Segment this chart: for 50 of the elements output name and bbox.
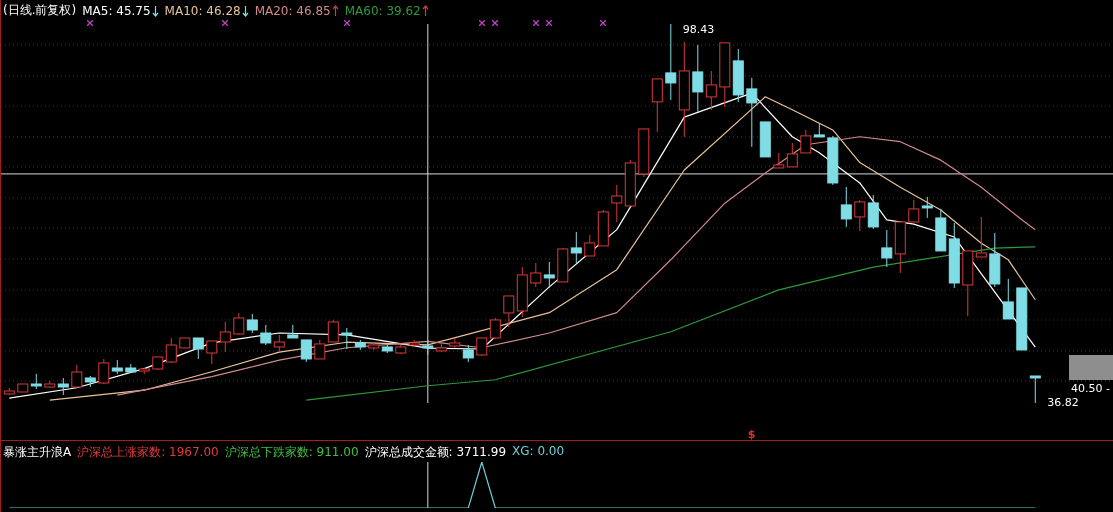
annotation: 98.43: [682, 23, 715, 36]
candlestick: [570, 231, 582, 264]
candlestick: [1029, 375, 1041, 403]
candlestick: [705, 70, 717, 111]
candlestick: [71, 364, 83, 389]
text: 沪深总成交金额: 3711.99: [364, 444, 507, 461]
text: $: [747, 428, 756, 441]
text: MA5: 45.75: [82, 2, 152, 19]
chart-title: (日线.前复权): [3, 2, 77, 19]
candlestick: [219, 321, 231, 353]
candlestick: [489, 317, 501, 340]
text: 40.50 -: [1071, 382, 1110, 395]
candlestick: [246, 313, 258, 334]
candlestick: [975, 216, 987, 258]
candlestick: [881, 229, 893, 268]
candlestick: [341, 327, 353, 350]
text: XG: 0.00: [512, 444, 565, 460]
candlestick: [854, 199, 866, 232]
candlestick: [165, 337, 177, 364]
candlestick: [692, 44, 704, 113]
candlestick: [867, 194, 879, 230]
candlestick: [1002, 278, 1014, 320]
text: MA60: 39.62: [344, 2, 422, 19]
text: 沪深总上涨家数: 1967.00: [77, 444, 219, 461]
chart-title: 暴涨主升浪A: [3, 444, 72, 461]
candlestick: [503, 295, 515, 328]
candlestick: [543, 261, 555, 289]
candlestick: [584, 234, 596, 257]
text: MA20: 46.85: [254, 2, 332, 19]
candlestick: [786, 142, 798, 168]
candlestick: [206, 340, 218, 365]
candlestick: [746, 77, 758, 148]
candlestick: [921, 196, 933, 219]
candlestick: [192, 337, 204, 360]
text: 36.82: [1047, 396, 1079, 409]
candlestick: [611, 184, 623, 223]
candlestick: [530, 262, 542, 288]
candlestick: [665, 24, 677, 101]
text: MA10: 46.28: [164, 2, 242, 19]
candlestick: [908, 199, 920, 223]
candlestick: [327, 319, 339, 343]
candlestick: [233, 312, 245, 336]
text: 沪深总下跌家数: 911.00: [224, 444, 359, 461]
candlestick: [651, 78, 663, 133]
candlestick: [314, 339, 326, 360]
candlestick: [300, 339, 312, 363]
candlestick: [800, 129, 812, 154]
candlestick: [260, 324, 272, 346]
candlestick: [98, 358, 110, 385]
candlestick: [840, 186, 852, 228]
